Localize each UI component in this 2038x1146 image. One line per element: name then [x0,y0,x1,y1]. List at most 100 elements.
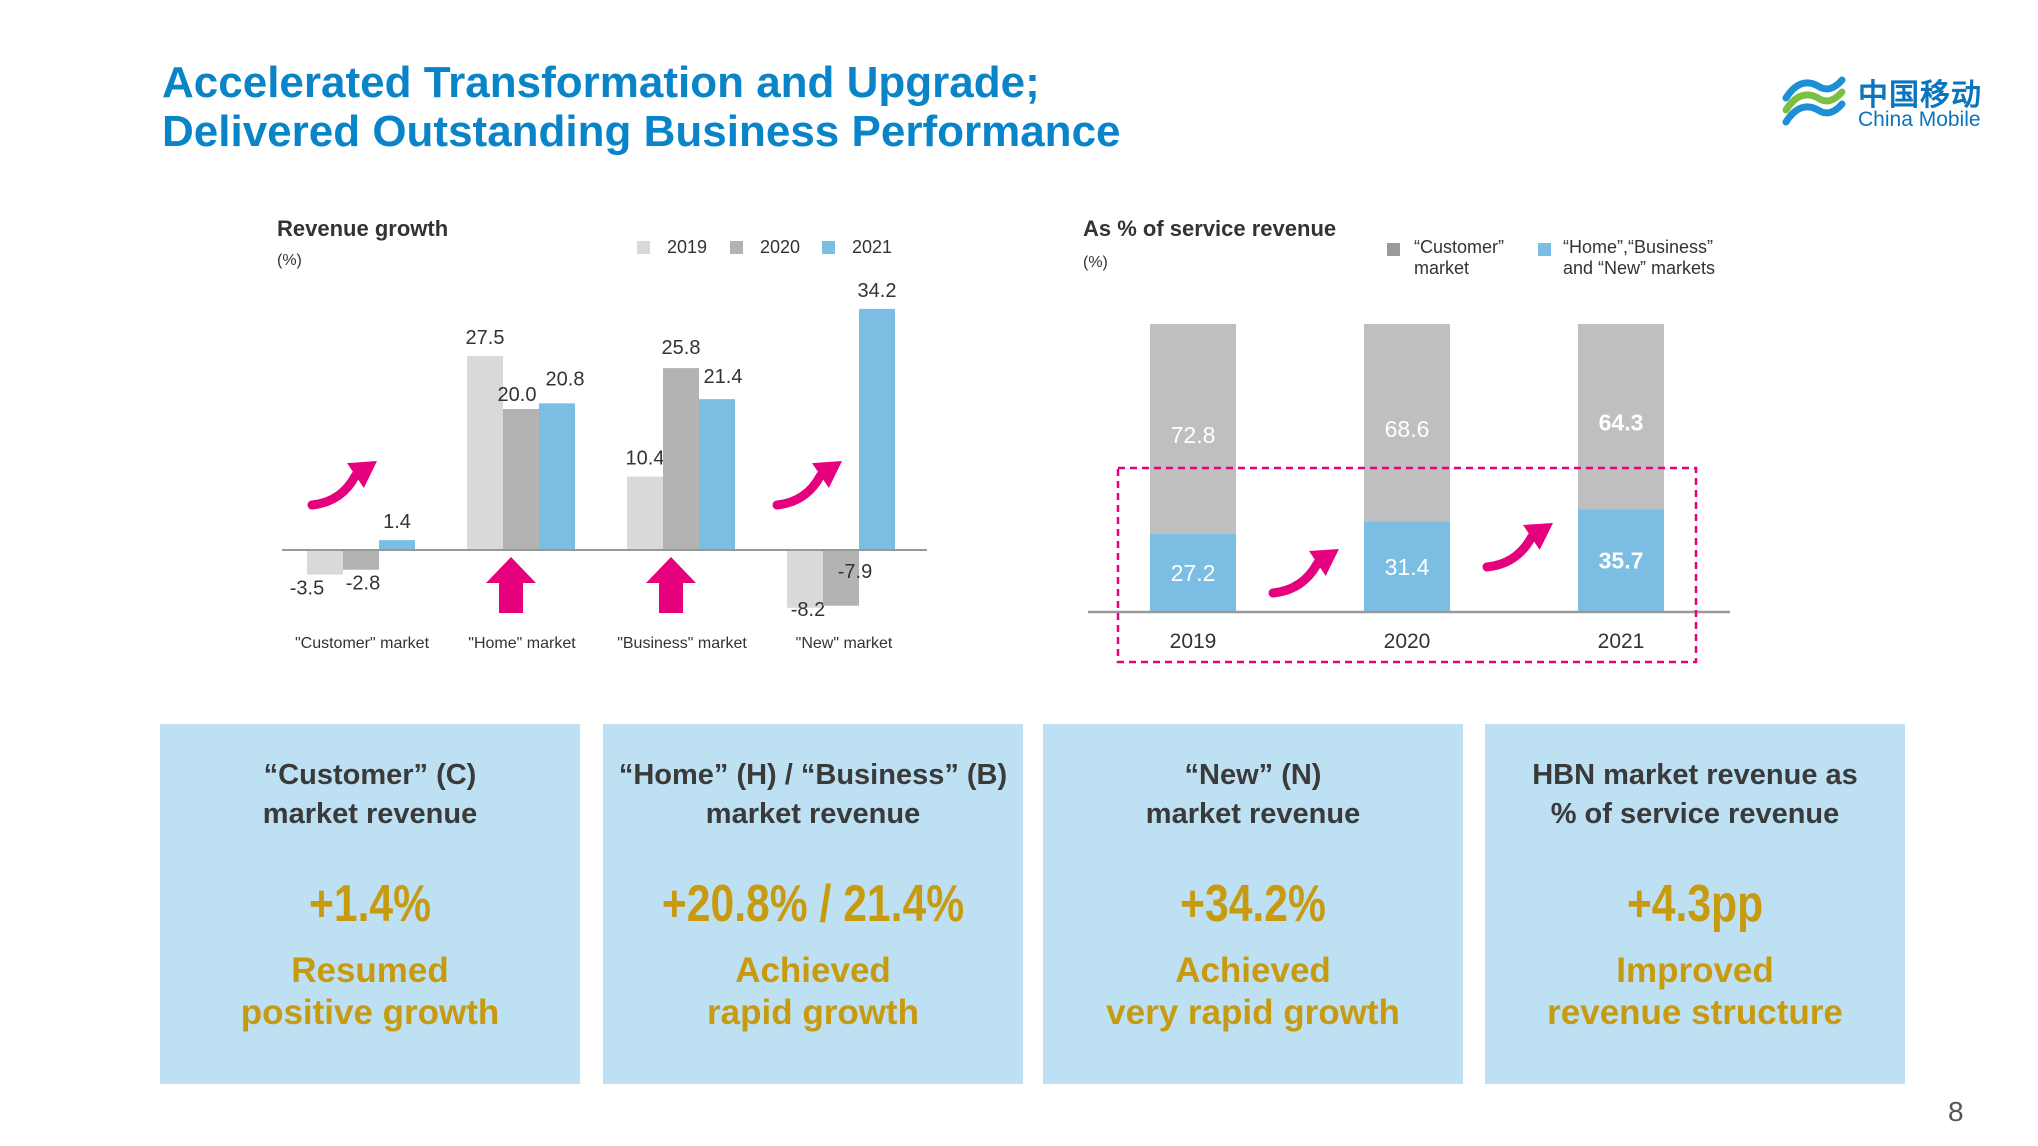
chart2-legend-swatch-hbn [1538,243,1551,256]
chart1-title: Revenue growth [277,216,448,241]
chart1-bar-new-market-2021 [859,308,895,550]
chart1-label-customer-market-2020: -2.8 [346,573,380,595]
chart1-bar-new-market-2019 [787,550,823,608]
chart1-bar-home-market-2021 [539,403,575,550]
chart2-label-customer-2020: 68.6 [1385,416,1430,442]
kpi-box-home-business: “Home” (H) / “Business” (B) market reven… [603,724,1023,1084]
chart1-bar-customer-market-2020 [343,550,379,570]
chart1-growth-arrow-customer-shaft [307,471,360,510]
chart1-growth-arrow-customer-head [347,461,377,488]
chart2-bar-hbn-2021 [1578,509,1664,612]
chart2-label-hbn-2021: 35.7 [1599,548,1644,574]
chart1-label-business-market-2020: 25.8 [662,337,701,359]
china-mobile-logo-icon [1782,76,1846,126]
chart2-legend-swatch-customer [1387,243,1400,256]
chart1-label-home-market-2020: 20.0 [498,384,537,406]
chart2-unit: (%) [1083,254,1108,271]
chart1-label-home-market-2021: 20.8 [546,368,585,390]
chart2-legend-label-customer-line2: market [1414,258,1469,278]
chart2-legend-label-customer-line1: “Customer” [1414,237,1504,257]
chart2-bar-customer-2019 [1150,324,1236,534]
chart2-growth-arrow-2020-shaft [1268,558,1322,598]
chart1-label-home-market-2019: 27.5 [466,327,505,349]
chart2-growth-arrow-2021 [1482,523,1553,572]
kpi-box-hbn-share-head: HBN market revenue as % of service reven… [1532,759,1858,830]
chart2-highlight-dashed-box [1116,466,1698,664]
logo-english-text: China Mobile [1858,108,1981,131]
kpi-box-new-value: +34.2% [1180,875,1326,933]
chart1-bar-customer-market-2021 [379,540,415,550]
chart1-up-arrow-business [646,557,696,613]
chart2-legend-label-hbn-line1: “Home”,“Business” [1563,237,1713,257]
chart2-label-hbn-2020: 31.4 [1385,554,1430,580]
chart2-category-2020: 2020 [1384,630,1431,653]
kpi-box-customer-head: “Customer” (C) market revenue [262,759,478,830]
logo-chinese-text: 中国移动 [1858,79,1982,112]
chart1-bar-business-market-2020 [663,368,699,550]
chart2-bar-hbn-2020 [1364,521,1450,612]
chart1-legend-label-2019: 2019 [667,237,707,257]
chart1-label-new-market-2020: -7.9 [838,561,872,583]
kpi-box-home-business-value: +20.8% / 21.4% [661,875,965,933]
kpi-box-new: “New” (N) market revenue +34.2% Achieved… [1043,724,1463,1084]
title-line-2: Delivered Outstanding Business Performan… [162,107,1121,156]
chart1-growth-arrow-new [772,461,842,510]
chart1-bar-business-market-2021 [699,399,735,550]
service-revenue-share-chart: As % of service revenue (%) “Customer”mark… [1083,216,1730,664]
revenue-growth-chart: Revenue growth (%) 2019 2020 2021 -3.5 27.5 10.… [277,216,927,652]
chart2-category-2021: 2021 [1598,630,1645,653]
kpi-box-hbn-share: HBN market revenue as % of service reven… [1485,724,1905,1084]
chart2-title: As % of service revenue [1083,216,1336,241]
kpi-box-customer-value: +1.4% [308,875,432,933]
chart1-label-new-market-2021: 34.2 [858,280,897,302]
chart1-bar-home-market-2020 [503,409,539,550]
chart1-up-arrow-home [486,557,536,613]
kpi-box-hbn-share-desc: Improved revenue structure [1547,951,1843,1032]
kpi-box-new-desc: Achieved very rapid growth [1106,951,1400,1032]
chart1-legend-swatch-2020 [730,241,743,254]
chart2-growth-arrow-2021-head [1523,523,1553,550]
chart1-bar-new-market-2020 [823,550,859,606]
chart1-legend-label-2020: 2020 [760,237,800,257]
chart1-growth-arrow-new-shaft [772,471,825,510]
slide-title: Accelerated Transformation and Upgrade; … [162,58,1121,156]
chart1-label-new-market-2019: -8.2 [791,599,825,621]
chart1-label-business-market-2019: 10.4 [626,448,665,470]
kpi-box-customer: “Customer” (C) market revenue +1.4% Resu… [160,724,580,1084]
chart2-bar-hbn-2019 [1150,533,1236,612]
chart2-bar-customer-2020 [1364,324,1450,522]
kpi-box-home-business-desc: Achieved rapid growth [707,951,919,1032]
kpi-box-new-head: “New” (N) market revenue [1145,759,1361,830]
chart1-bar-home-market-2019 [467,356,503,550]
kpi-box-hbn-share-value: +4.3pp [1626,875,1764,933]
title-line-1: Accelerated Transformation and Upgrade; [162,58,1040,107]
chart2-growth-arrow-2020-head [1309,549,1339,576]
chart1-category-new-market: "New" market [796,635,893,652]
chart2-growth-arrow-2021-shaft [1482,532,1536,572]
chart2-legend-label-hbn-line2: and “New” markets [1563,258,1715,278]
chart2-bar-customer-2021 [1578,324,1664,510]
chart1-label-customer-market-2019: -3.5 [290,578,324,600]
chart2-label-customer-2019: 72.8 [1171,422,1216,448]
kpi-box-home-business-head: “Home” (H) / “Business” (B) market reven… [618,759,1008,830]
chart2-label-customer-2021: 64.3 [1599,410,1644,436]
page-number: 8 [1948,1096,1964,1127]
china-mobile-logo: 中国移动 China Mobile [1778,64,1998,144]
chart1-category-customer-market: "Customer" market [295,635,430,652]
chart1-growth-arrow-customer [307,461,377,510]
chart1-legend-label-2021: 2021 [852,237,892,257]
chart1-label-business-market-2021: 21.4 [704,366,743,388]
kpi-box-customer-desc: Resumed positive growth [240,951,500,1032]
chart2-category-2019: 2019 [1170,630,1217,653]
chart1-legend-swatch-2021 [822,241,835,254]
chart1-bar-customer-market-2019 [307,550,343,575]
chart1-unit: (%) [277,252,302,269]
chart1-growth-arrow-new-head [812,461,842,488]
chart2-label-hbn-2019: 27.2 [1171,560,1216,586]
chart1-legend-swatch-2019 [637,241,650,254]
chart1-label-customer-market-2021: 1.4 [383,511,411,533]
chart1-bar-business-market-2019 [627,476,663,550]
chart2-growth-arrow-2020 [1268,549,1339,598]
chart1-category-home-market: "Home" market [468,635,576,652]
chart1-category-business-market: "Business" market [617,635,747,652]
